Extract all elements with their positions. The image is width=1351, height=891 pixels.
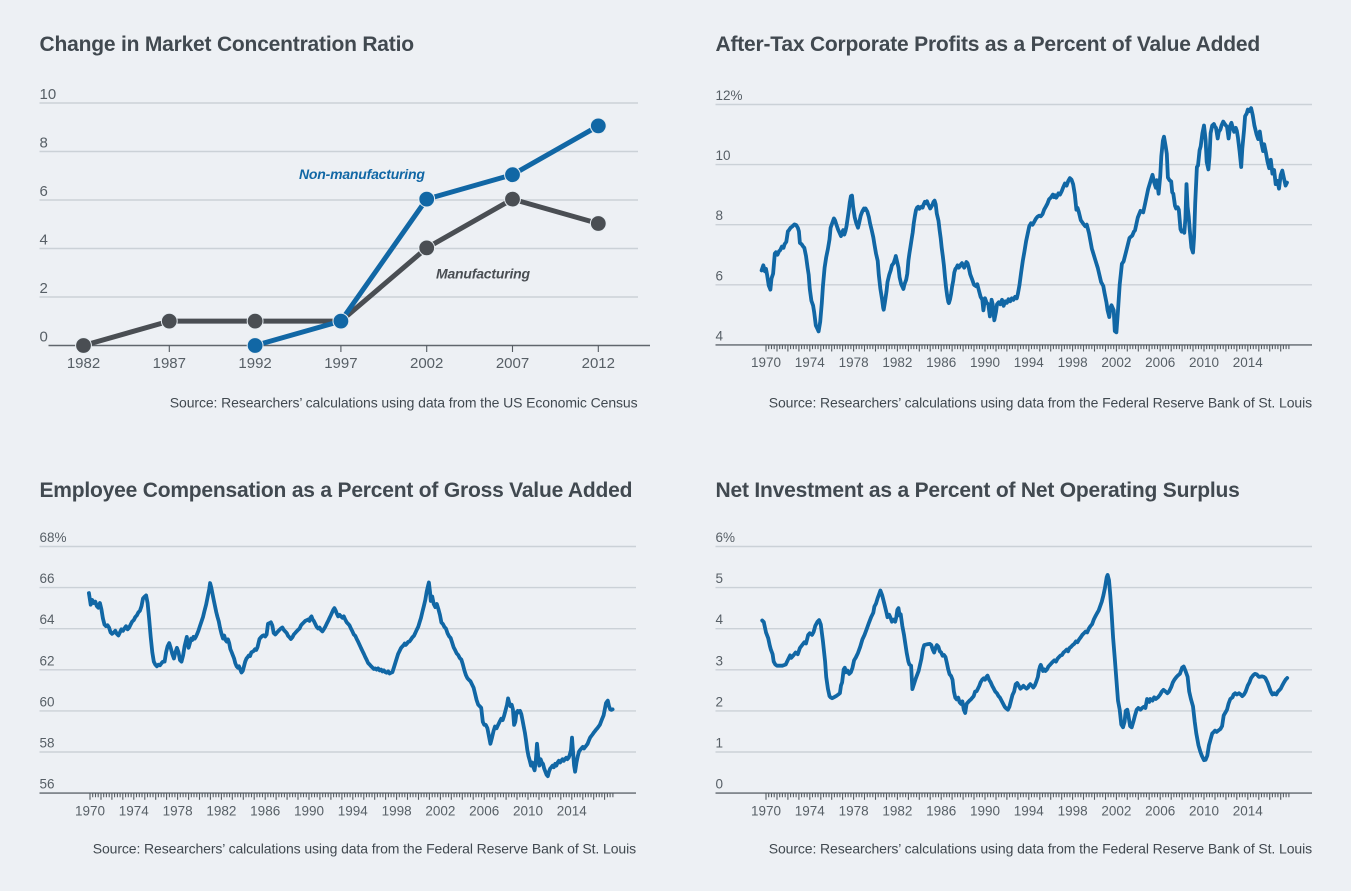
svg-text:2012: 2012	[582, 355, 615, 372]
svg-text:1982: 1982	[882, 355, 912, 370]
svg-text:1986: 1986	[926, 355, 956, 370]
svg-text:4: 4	[716, 328, 724, 343]
svg-text:1978: 1978	[839, 803, 869, 818]
svg-text:1990: 1990	[294, 803, 324, 818]
svg-text:2014: 2014	[1233, 355, 1264, 370]
svg-text:Source: Researchers’ calculati: Source: Researchers’ calculations using …	[93, 841, 636, 857]
svg-text:1982: 1982	[67, 355, 100, 372]
svg-text:Net Investment as a Percent of: Net Investment as a Percent of Net Opera…	[716, 479, 1240, 502]
svg-text:1994: 1994	[1014, 803, 1045, 818]
svg-text:2002: 2002	[1101, 355, 1131, 370]
svg-text:66: 66	[40, 571, 55, 586]
svg-text:2002: 2002	[1101, 803, 1131, 818]
svg-text:1978: 1978	[839, 355, 869, 370]
svg-text:1982: 1982	[882, 803, 912, 818]
svg-text:1970: 1970	[751, 355, 781, 370]
svg-text:1998: 1998	[382, 803, 412, 818]
svg-text:2014: 2014	[557, 803, 588, 818]
svg-text:56: 56	[40, 777, 55, 792]
svg-text:1992: 1992	[238, 355, 271, 372]
svg-text:64: 64	[40, 612, 56, 627]
svg-text:1974: 1974	[795, 355, 826, 370]
svg-text:4: 4	[716, 612, 724, 627]
svg-text:1986: 1986	[926, 803, 956, 818]
svg-text:1970: 1970	[751, 803, 781, 818]
svg-text:2006: 2006	[469, 803, 499, 818]
svg-text:1994: 1994	[1014, 355, 1045, 370]
svg-text:62: 62	[40, 653, 55, 668]
svg-text:1970: 1970	[75, 803, 105, 818]
svg-text:2006: 2006	[1145, 355, 1175, 370]
svg-text:1974: 1974	[795, 803, 826, 818]
svg-text:1978: 1978	[163, 803, 193, 818]
svg-text:4: 4	[40, 232, 48, 249]
svg-text:2010: 2010	[1189, 355, 1219, 370]
svg-text:58: 58	[40, 736, 55, 751]
svg-text:Manufacturing: Manufacturing	[436, 266, 530, 282]
svg-text:Non-manufacturing: Non-manufacturing	[299, 166, 425, 182]
svg-text:2: 2	[40, 280, 48, 297]
svg-text:2006: 2006	[1145, 803, 1175, 818]
svg-text:1974: 1974	[119, 803, 150, 818]
svg-text:1994: 1994	[338, 803, 369, 818]
svg-text:6: 6	[40, 183, 48, 200]
svg-text:2010: 2010	[1189, 803, 1219, 818]
svg-text:1986: 1986	[250, 803, 280, 818]
svg-text:1: 1	[716, 736, 724, 751]
svg-text:Source: Researchers’ calculati: Source: Researchers’ calculations using …	[170, 395, 638, 411]
svg-text:After-Tax Corporate Profits as: After-Tax Corporate Profits as a Percent…	[716, 33, 1260, 56]
svg-text:8: 8	[40, 135, 48, 152]
svg-text:8: 8	[716, 208, 724, 223]
svg-text:3: 3	[716, 653, 724, 668]
svg-text:5: 5	[716, 571, 724, 586]
svg-text:2: 2	[716, 694, 724, 709]
svg-text:2010: 2010	[513, 803, 543, 818]
svg-text:60: 60	[40, 694, 55, 709]
svg-text:1998: 1998	[1058, 355, 1088, 370]
svg-text:10: 10	[40, 86, 57, 103]
svg-text:1997: 1997	[324, 355, 357, 372]
svg-text:1982: 1982	[206, 803, 236, 818]
svg-text:10: 10	[716, 148, 731, 163]
svg-text:12%: 12%	[716, 88, 743, 103]
svg-text:6: 6	[716, 268, 724, 283]
svg-text:6%: 6%	[716, 530, 736, 545]
svg-text:1998: 1998	[1058, 803, 1088, 818]
svg-text:1987: 1987	[153, 355, 186, 372]
svg-text:0: 0	[40, 329, 48, 346]
svg-text:2002: 2002	[410, 355, 443, 372]
svg-text:2007: 2007	[496, 355, 529, 372]
svg-text:Source: Researchers’ calculati: Source: Researchers’ calculations using …	[769, 841, 1312, 857]
svg-text:Source: Researchers’ calculati: Source: Researchers’ calculations using …	[769, 395, 1312, 411]
svg-text:Employee Compensation as a Per: Employee Compensation as a Percent of Gr…	[40, 479, 633, 502]
svg-text:1990: 1990	[970, 803, 1000, 818]
svg-text:68%: 68%	[40, 530, 67, 545]
svg-text:Change in Market Concentration: Change in Market Concentration Ratio	[40, 33, 414, 56]
svg-text:2014: 2014	[1233, 803, 1264, 818]
svg-text:1990: 1990	[970, 355, 1000, 370]
svg-text:2002: 2002	[425, 803, 455, 818]
svg-text:0: 0	[716, 777, 724, 792]
